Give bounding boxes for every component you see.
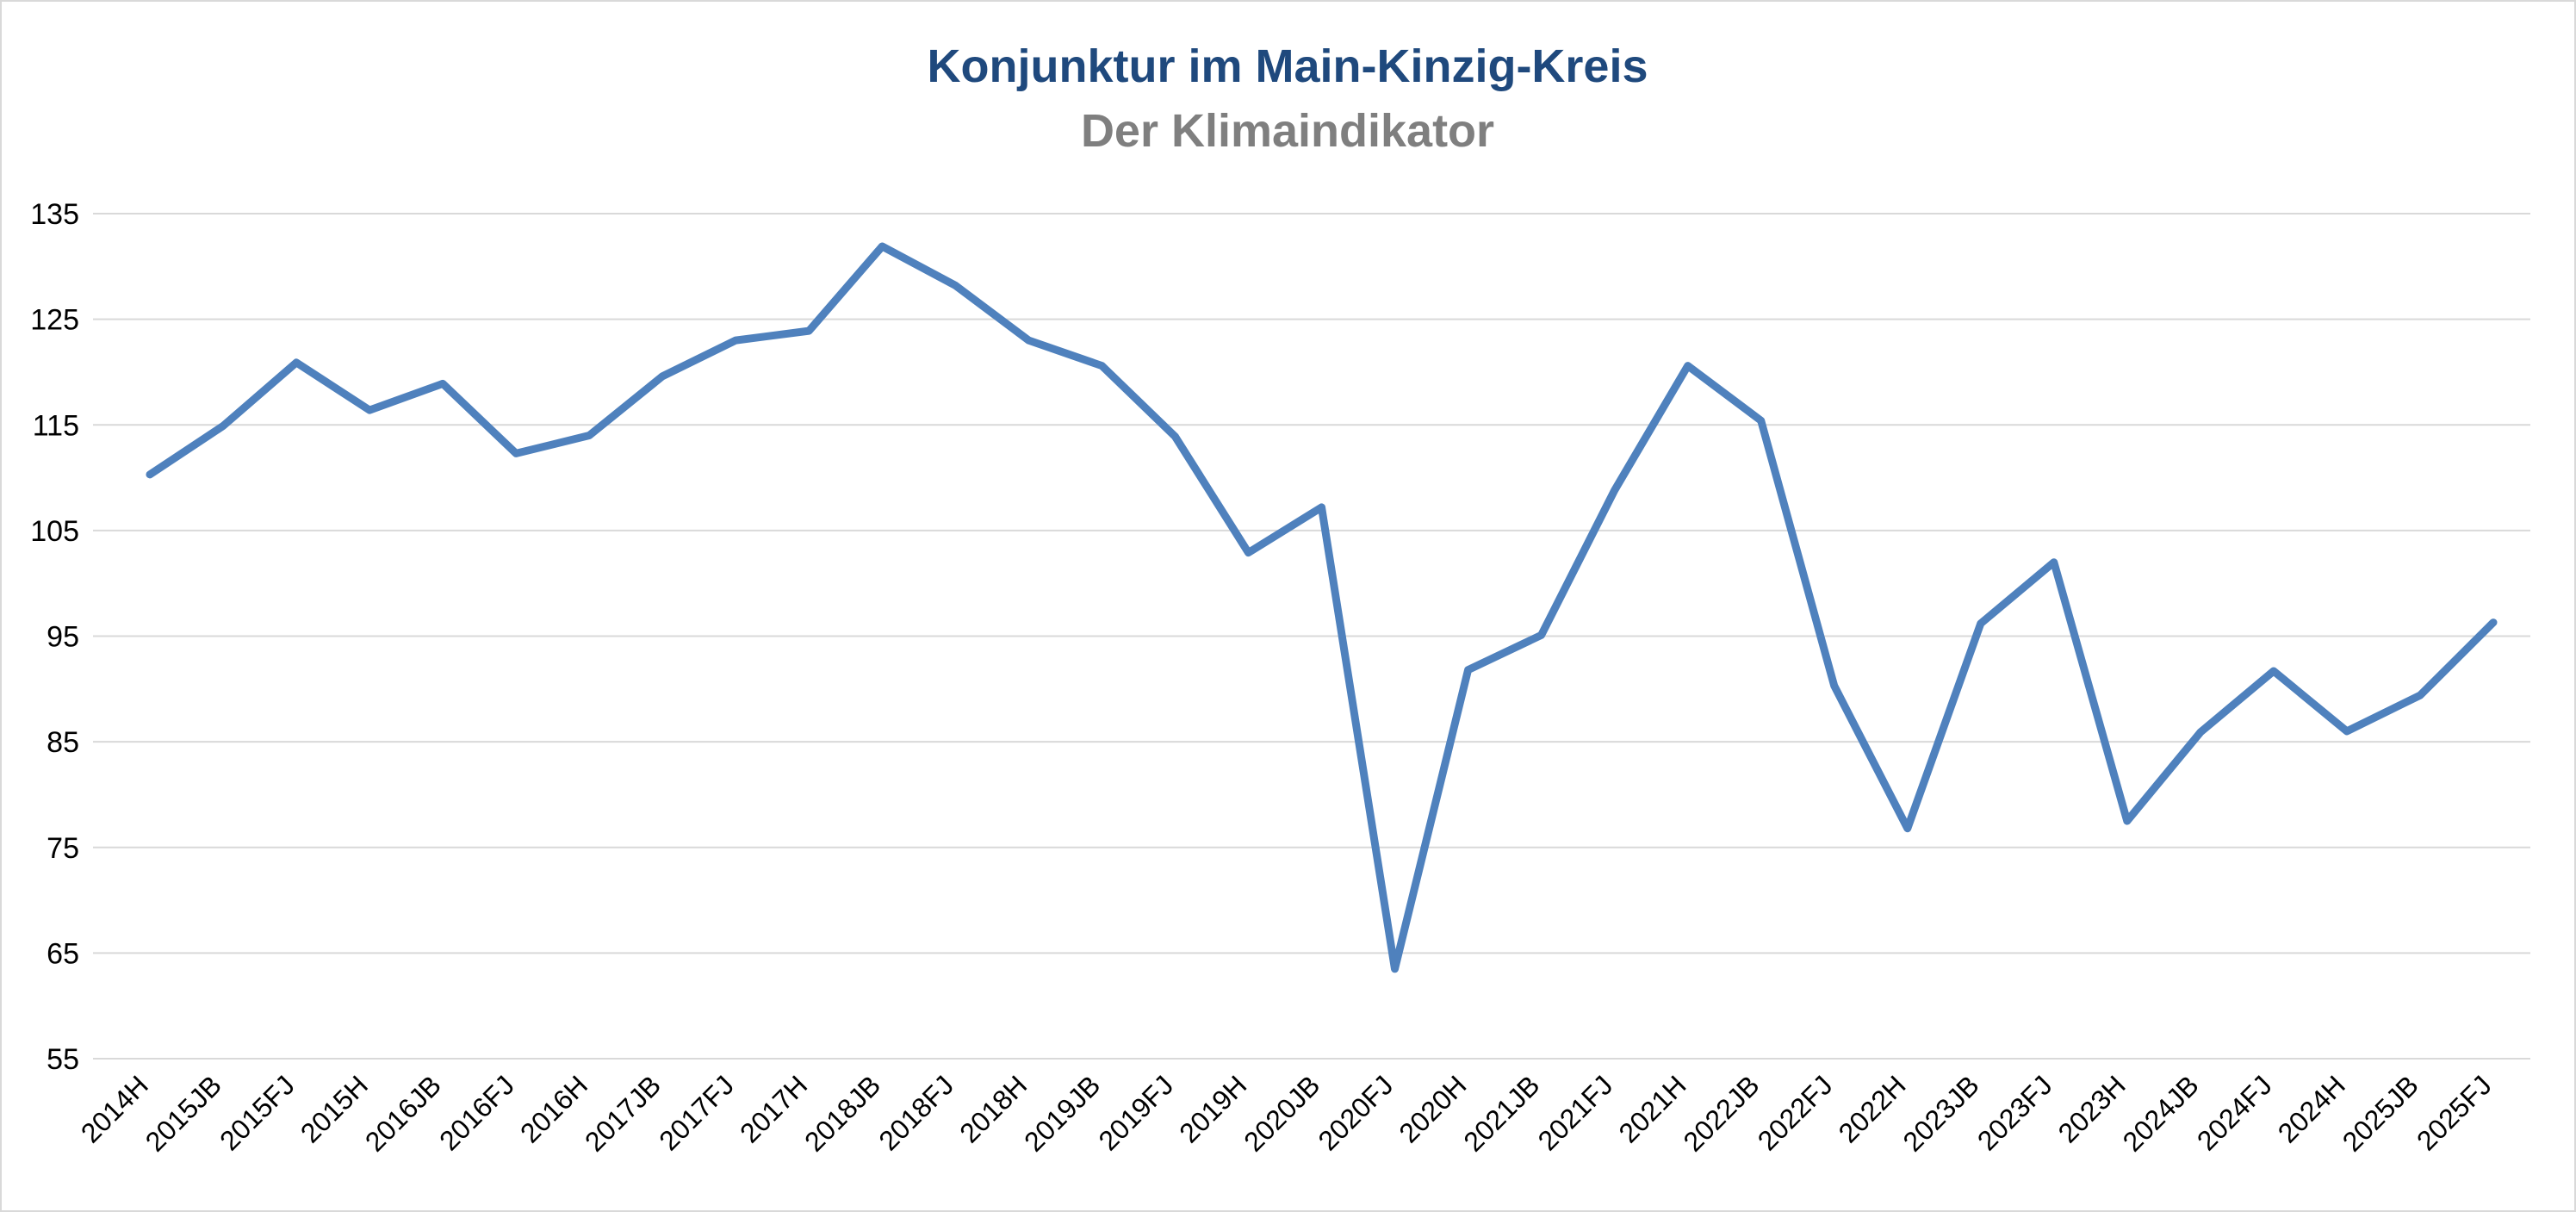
x-tick-label: 2017JB	[579, 1069, 667, 1157]
x-tick-label: 2023FJ	[1971, 1069, 2058, 1156]
y-tick-label: 95	[47, 621, 79, 654]
x-tick-label: 2019JB	[1018, 1069, 1106, 1157]
chart-subtitle: Der Klimaindikator	[1081, 105, 1494, 157]
x-tick-label: 2025FJ	[2411, 1069, 2498, 1156]
series-layer	[146, 242, 2498, 973]
x-tick-label: 2018FJ	[872, 1069, 959, 1156]
x-tick-label: 2016JB	[359, 1069, 447, 1157]
x-axis-ticks: 2014H2015JB2015FJ2015H2016JB2016FJ2016H2…	[75, 1069, 2498, 1157]
y-tick-label: 75	[47, 832, 79, 865]
x-tick-label: 2022JB	[1677, 1069, 1765, 1157]
x-tick-label: 2020JB	[1238, 1069, 1325, 1157]
x-tick-label: 2015FJ	[214, 1069, 301, 1156]
x-tick-label: 2024JB	[2117, 1069, 2205, 1157]
y-tick-label: 105	[30, 515, 79, 548]
y-tick-label: 125	[30, 304, 79, 337]
x-tick-label: 2024FJ	[2191, 1069, 2278, 1156]
chart-title: Konjunktur im Main-Kinzig-Kreis	[928, 40, 1648, 92]
x-tick-label: 2022FJ	[1752, 1069, 1839, 1156]
y-tick-label: 115	[33, 409, 79, 442]
gridlines	[93, 213, 2530, 1060]
x-tick-label: 2018JB	[798, 1069, 886, 1157]
series-line	[146, 242, 2498, 973]
x-tick-label: 2019FJ	[1092, 1069, 1179, 1156]
x-tick-label: 2020FJ	[1313, 1069, 1400, 1156]
x-tick-label: 2016FJ	[433, 1069, 520, 1156]
x-tick-label: 2021JB	[1457, 1069, 1545, 1157]
y-tick-label: 85	[47, 726, 79, 759]
x-tick-label: 2015JB	[140, 1069, 227, 1157]
x-tick-label: 2017FJ	[653, 1069, 740, 1156]
x-tick-label: 2023JB	[1897, 1069, 1985, 1157]
y-tick-label: 55	[47, 1043, 79, 1076]
y-tick-label: 65	[47, 937, 79, 970]
x-tick-label: 2025JB	[2337, 1069, 2424, 1157]
y-tick-label: 135	[30, 198, 79, 231]
x-tick-label: 2021FJ	[1532, 1069, 1619, 1156]
y-axis-ticks: 135 125 115 105 95 85 75 65 55	[30, 198, 79, 1076]
